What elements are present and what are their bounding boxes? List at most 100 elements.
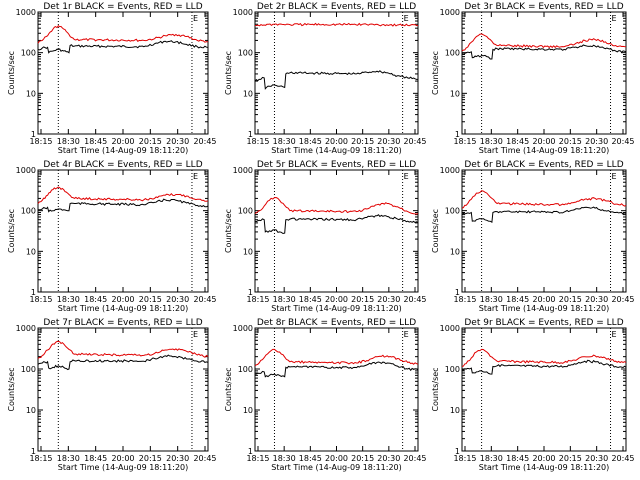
events-series-line <box>254 361 419 378</box>
x-tick-label: 20:00 <box>325 454 348 463</box>
events-series-line <box>37 354 209 371</box>
x-tick-label: 20:30 <box>166 137 189 146</box>
y-tick-label: 10 <box>243 89 253 98</box>
x-tick-label: 20:30 <box>585 454 608 463</box>
x-tick-label: 18:45 <box>299 454 322 463</box>
x-axis-label: Start Time (14-Aug-09 18:11:20) <box>479 304 610 313</box>
x-tick-label: 20:30 <box>377 295 400 304</box>
y-tick-label: 100 <box>238 365 253 374</box>
y-axis-label: Counts/sec <box>224 367 233 411</box>
x-tick-label: 18:15 <box>453 295 476 304</box>
y-tick-label: 10 <box>243 406 253 415</box>
x-tick-label: 20:45 <box>403 454 426 463</box>
y-tick-label: 1 <box>31 130 36 139</box>
x-axis-label: Start Time (14-Aug-09 18:11:20) <box>58 463 189 472</box>
y-tick-label: 100 <box>445 207 460 216</box>
y-tick-label: 10 <box>26 89 36 98</box>
y-tick-label: 1 <box>455 130 460 139</box>
y-tick-label: 1000 <box>16 324 36 333</box>
y-tick-label: 100 <box>445 49 460 58</box>
y-tick-label: 10 <box>450 247 460 256</box>
events-series-line <box>461 359 627 375</box>
x-tick-label: 20:30 <box>166 295 189 304</box>
time-marker-label: E <box>404 14 409 23</box>
x-tick-label: 18:15 <box>453 454 476 463</box>
y-tick-label: 1000 <box>233 324 253 333</box>
plot-frame <box>254 169 419 293</box>
y-tick-label: 100 <box>21 49 36 58</box>
time-marker-label: E <box>404 172 409 181</box>
x-tick-label: 20:45 <box>403 137 426 146</box>
x-tick-label: 20:15 <box>559 295 582 304</box>
y-axis-label: Counts/sec <box>431 367 440 411</box>
x-tick-label: 18:45 <box>506 137 529 146</box>
x-tick-label: 18:15 <box>246 295 269 304</box>
y-tick-label: 10 <box>450 406 460 415</box>
chart-title: Det 3r BLACK = Events, RED = LLD <box>464 2 623 12</box>
plot-frame <box>461 169 627 293</box>
x-tick-label: 20:45 <box>611 454 634 463</box>
events-series-line <box>37 198 209 213</box>
y-axis-label: Counts/sec <box>7 209 16 253</box>
y-tick-label: 100 <box>445 365 460 374</box>
lld-series-line <box>37 340 209 359</box>
chart-title: Det 2r BLACK = Events, RED = LLD <box>257 2 416 12</box>
x-tick-label: 18:30 <box>273 454 296 463</box>
x-axis-label: Start Time (14-Aug-09 18:11:20) <box>58 304 189 313</box>
chart-panel: Det 2r BLACK = Events, RED = LLD Counts/s… <box>224 2 427 155</box>
x-tick-label: 20:00 <box>111 137 134 146</box>
plot-frame <box>37 11 209 135</box>
y-tick-label: 100 <box>21 207 36 216</box>
plot-frame <box>461 327 627 452</box>
lld-series-line <box>254 22 419 27</box>
x-tick-label: 20:15 <box>139 454 162 463</box>
time-marker-label: E <box>193 14 198 23</box>
y-tick-label: 10 <box>26 406 36 415</box>
y-tick-label: 1000 <box>16 166 36 175</box>
x-tick-label: 20:15 <box>351 454 374 463</box>
x-tick-label: 20:45 <box>193 295 216 304</box>
x-tick-label: 20:15 <box>139 137 162 146</box>
chart-panel: Det 9r BLACK = Events, RED = LLD Counts/s… <box>431 318 635 472</box>
x-axis-label: Start Time (14-Aug-09 18:11:20) <box>479 146 610 155</box>
x-tick-label: 20:45 <box>403 295 426 304</box>
y-axis-label: Counts/sec <box>7 51 16 95</box>
y-tick-label: 1000 <box>233 8 253 17</box>
x-tick-label: 18:15 <box>29 295 52 304</box>
x-tick-label: 18:15 <box>29 454 52 463</box>
y-tick-label: 1 <box>248 288 253 297</box>
x-tick-label: 20:15 <box>139 295 162 304</box>
x-axis-label: Start Time (14-Aug-09 18:11:20) <box>271 146 402 155</box>
x-tick-label: 18:30 <box>273 295 296 304</box>
x-tick-label: 20:30 <box>377 137 400 146</box>
events-series-line <box>37 40 209 54</box>
x-tick-label: 18:45 <box>84 454 107 463</box>
y-tick-label: 1 <box>31 447 36 456</box>
x-tick-label: 20:00 <box>325 295 348 304</box>
x-tick-label: 20:15 <box>351 295 374 304</box>
plot-frame <box>37 327 209 452</box>
x-axis-label: Start Time (14-Aug-09 18:11:20) <box>58 146 189 155</box>
chart-title: Det 4r BLACK = Events, RED = LLD <box>43 160 202 170</box>
time-marker-label: E <box>193 330 198 339</box>
x-tick-label: 18:30 <box>273 137 296 146</box>
x-tick-label: 20:00 <box>111 454 134 463</box>
x-tick-label: 18:30 <box>480 454 503 463</box>
x-tick-label: 20:00 <box>325 137 348 146</box>
x-tick-label: 18:30 <box>57 137 80 146</box>
x-tick-label: 18:45 <box>299 137 322 146</box>
x-tick-label: 20:45 <box>193 137 216 146</box>
x-tick-label: 18:30 <box>480 137 503 146</box>
y-tick-label: 1000 <box>440 8 460 17</box>
x-tick-label: 20:15 <box>559 454 582 463</box>
chart-title: Det 1r BLACK = Events, RED = LLD <box>43 2 202 12</box>
y-tick-label: 1 <box>455 447 460 456</box>
y-tick-label: 1 <box>455 288 460 297</box>
lld-series-line <box>37 24 209 44</box>
events-series-line <box>461 44 627 60</box>
x-tick-label: 20:30 <box>585 295 608 304</box>
plot-frame <box>37 169 209 293</box>
chart-title: Det 7r BLACK = Events, RED = LLD <box>43 318 202 328</box>
x-axis-label: Start Time (14-Aug-09 18:11:20) <box>479 463 610 472</box>
events-series-line <box>254 70 418 90</box>
